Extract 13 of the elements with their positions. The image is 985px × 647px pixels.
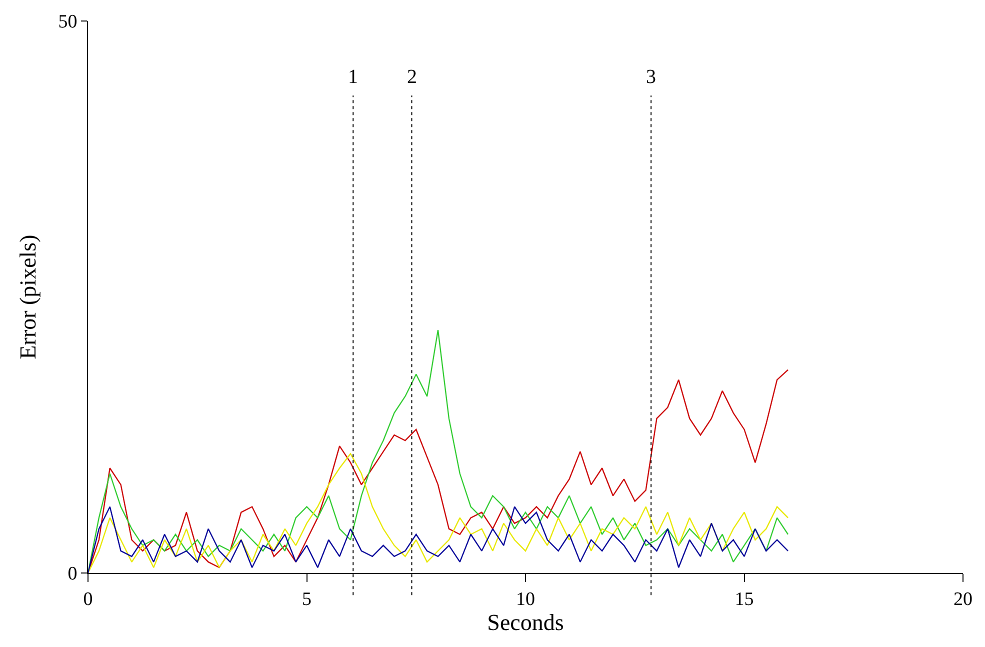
x-tick-label: 15 bbox=[734, 588, 754, 610]
line-series bbox=[88, 453, 789, 573]
annotation: 1 bbox=[348, 66, 358, 88]
x-axis-title: Seconds bbox=[487, 610, 564, 635]
annotation: 3 bbox=[646, 66, 656, 88]
annotation: 2 bbox=[407, 66, 417, 88]
x-tick-label: 0 bbox=[83, 588, 93, 610]
line-series bbox=[88, 506, 789, 573]
x-tick-label: 10 bbox=[516, 588, 535, 610]
x-tick-label: 5 bbox=[302, 588, 312, 610]
y-axis-title: Error (pixels) bbox=[16, 234, 41, 360]
x-tick-label: 20 bbox=[954, 588, 972, 610]
y-tick-label: 50 bbox=[58, 12, 78, 33]
